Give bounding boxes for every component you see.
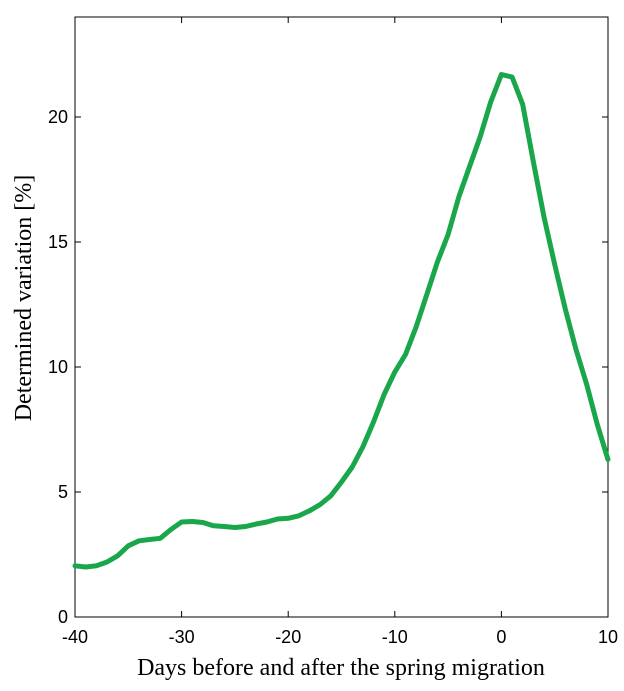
y-axis-title: Determined variation [%]: [11, 175, 37, 422]
series-line: [72, 72, 611, 570]
y-tick-label: 15: [48, 232, 68, 252]
x-tick-label: -30: [169, 627, 195, 647]
plot-frame: [74, 16, 609, 618]
x-axis-ticks: -40 -30 -20 -10 0 10: [62, 17, 618, 647]
x-tick-label: 10: [598, 627, 618, 647]
y-axis-ticks: 0 5 10 15 20: [48, 107, 608, 627]
y-tick-label: 20: [48, 107, 68, 127]
y-tick-label: 5: [58, 482, 68, 502]
x-tick-label: -40: [62, 627, 88, 647]
y-tick-label: 0: [58, 607, 68, 627]
y-tick-label: 10: [48, 357, 68, 377]
x-tick-label: -10: [382, 627, 408, 647]
x-tick-label: 0: [496, 627, 506, 647]
x-axis-title: Days before and after the spring migrati…: [137, 655, 545, 681]
x-tick-label: -20: [275, 627, 301, 647]
